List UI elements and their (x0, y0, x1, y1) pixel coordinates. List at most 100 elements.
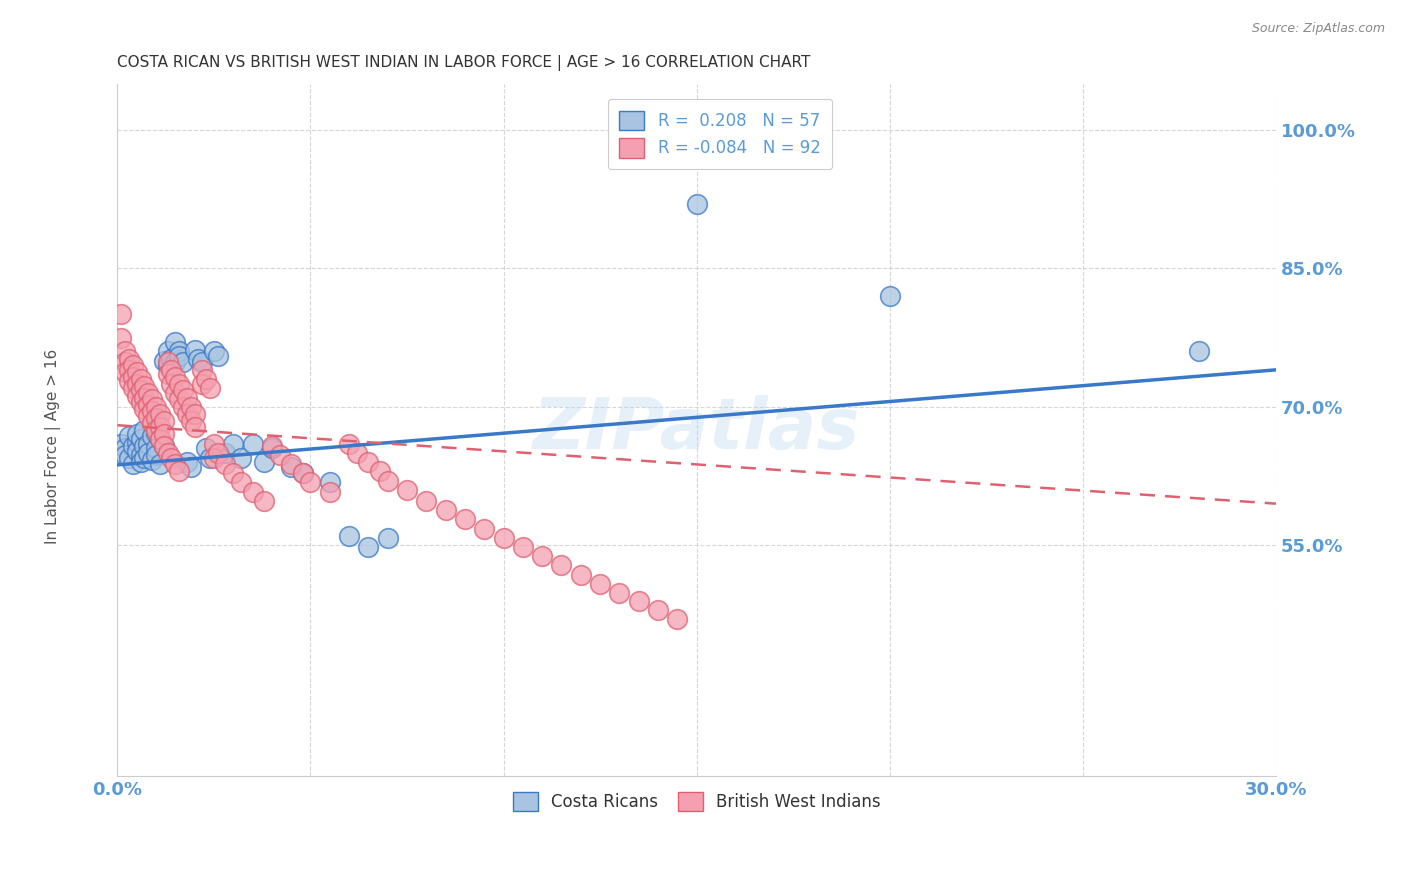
Point (269, 448, 291, 462)
Point (125, 427, 148, 442)
Point (149, 432, 172, 446)
Text: In Labor Force | Age > 16: In Labor Force | Age > 16 (45, 349, 62, 543)
Point (141, 404, 163, 418)
Point (207, 446, 229, 460)
Point (118, 450, 141, 465)
Point (242, 484, 264, 499)
Point (666, 612, 689, 626)
Point (145, 442, 167, 456)
Point (160, 363, 183, 377)
Point (167, 349, 190, 363)
Point (125, 444, 148, 458)
Point (134, 423, 156, 437)
Point (202, 344, 225, 359)
Point (134, 438, 156, 452)
Point (121, 457, 143, 471)
Point (121, 358, 143, 372)
Point (165, 355, 187, 369)
Point (434, 503, 457, 517)
Point (195, 372, 218, 386)
Point (145, 400, 167, 414)
Point (202, 436, 225, 450)
Point (609, 586, 631, 600)
Point (136, 446, 159, 460)
Point (121, 381, 143, 395)
Point (685, 196, 707, 211)
Point (280, 459, 302, 474)
Point (291, 466, 314, 480)
Point (152, 414, 174, 428)
Point (165, 385, 187, 400)
Point (253, 455, 276, 469)
Point (145, 410, 167, 425)
Point (299, 475, 322, 490)
Point (114, 344, 136, 359)
Point (118, 363, 141, 377)
Point (647, 603, 669, 617)
Point (260, 438, 283, 452)
Point (129, 383, 152, 397)
Point (368, 464, 391, 478)
Point (569, 567, 592, 582)
Point (114, 355, 136, 369)
Point (415, 494, 437, 508)
Point (129, 455, 152, 469)
Point (136, 398, 159, 412)
Point (172, 400, 194, 414)
Point (165, 335, 187, 350)
Point (114, 442, 136, 456)
Point (172, 355, 194, 369)
Point (176, 455, 198, 469)
Point (141, 417, 163, 431)
Point (118, 374, 141, 388)
Point (195, 442, 218, 456)
Point (110, 330, 132, 344)
Point (152, 427, 174, 442)
Point (149, 420, 172, 434)
Point (319, 475, 342, 490)
Point (149, 457, 172, 471)
Point (319, 484, 342, 499)
Point (229, 475, 252, 490)
Point (145, 423, 167, 437)
Point (346, 446, 368, 460)
Point (125, 434, 148, 449)
Point (134, 401, 156, 416)
Point (291, 466, 314, 480)
Point (183, 407, 205, 421)
Point (167, 464, 190, 478)
Point (136, 409, 159, 423)
Point (125, 365, 148, 379)
Point (152, 438, 174, 452)
Point (229, 450, 252, 465)
Text: COSTA RICAN VS BRITISH WEST INDIAN IN LABOR FORCE | AGE > 16 CORRELATION CHART: COSTA RICAN VS BRITISH WEST INDIAN IN LA… (117, 55, 811, 71)
Point (337, 529, 360, 543)
Point (395, 483, 418, 497)
Point (121, 370, 143, 384)
Point (145, 448, 167, 462)
Point (337, 436, 360, 450)
Point (180, 400, 202, 414)
Point (202, 450, 225, 465)
Text: ZIPatlas: ZIPatlas (533, 395, 860, 465)
Point (198, 450, 221, 465)
Point (183, 420, 205, 434)
Point (191, 355, 214, 369)
Point (141, 429, 163, 443)
Point (167, 344, 190, 359)
Point (121, 438, 143, 452)
Point (160, 376, 183, 391)
Point (492, 531, 515, 545)
Point (134, 450, 156, 465)
Point (145, 425, 167, 440)
Point (176, 391, 198, 405)
Point (156, 368, 179, 382)
Point (165, 370, 187, 384)
Point (134, 379, 156, 393)
Point (118, 429, 141, 443)
Point (531, 549, 554, 564)
Point (110, 436, 132, 450)
Point (187, 351, 209, 366)
Point (167, 392, 190, 407)
Point (377, 531, 399, 545)
